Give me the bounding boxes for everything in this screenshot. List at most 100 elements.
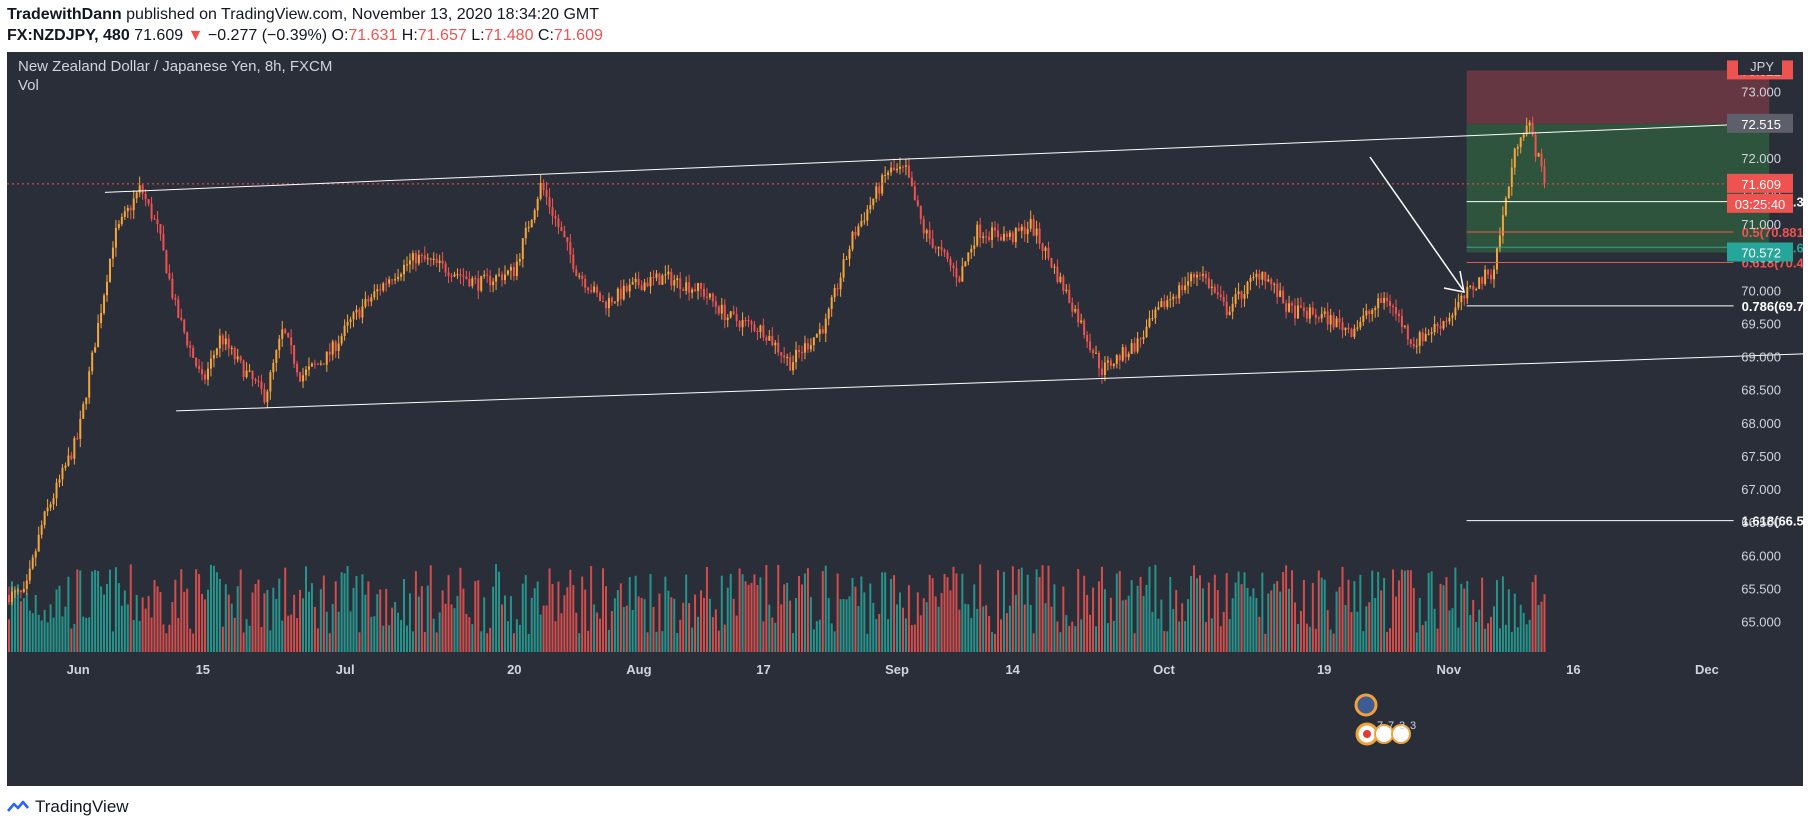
candle-body	[1412, 344, 1415, 347]
candle-body	[720, 304, 723, 314]
candle-body	[652, 276, 655, 278]
candle-body	[1403, 325, 1406, 327]
volume-bar	[58, 585, 61, 652]
time-tick-label: Aug	[626, 662, 651, 677]
candle-body	[405, 264, 408, 266]
candle-body	[952, 265, 955, 269]
price-tag-label: 71.609	[1741, 177, 1781, 192]
trend-line-upper[interactable]	[104, 122, 1779, 193]
volume-bar	[1498, 628, 1501, 652]
stop-loss-zone[interactable]	[1466, 70, 1770, 124]
candle-body	[224, 338, 227, 345]
volume-bar	[616, 589, 619, 652]
legend-vol: Vol	[18, 77, 39, 94]
volume-bar	[964, 603, 967, 652]
time-tick-label: 15	[196, 662, 210, 677]
candle-body	[212, 355, 215, 359]
volume-bar	[1231, 598, 1234, 652]
volume-bar	[738, 568, 741, 652]
candle-body	[334, 341, 337, 352]
chart-panel[interactable]: 0.382(71.341)0.5(70.881)0.559(70.651)0.6…	[7, 52, 1803, 786]
volume-bar	[325, 611, 328, 652]
volume-bar	[848, 596, 851, 652]
volume-bar	[836, 573, 839, 652]
candle-body	[860, 220, 863, 227]
candle-body	[809, 345, 812, 350]
candle-body	[691, 289, 694, 293]
volume-bar	[1397, 580, 1400, 652]
volume-bar	[578, 633, 581, 652]
candle-body	[1047, 247, 1050, 258]
candle-body	[245, 370, 248, 377]
volume-bar	[1112, 620, 1115, 652]
candle-body	[780, 352, 783, 356]
volume-bar	[55, 589, 58, 652]
author-name[interactable]: TradewithDann	[7, 6, 122, 23]
footer-brand[interactable]: TradingView	[35, 797, 129, 816]
event-badges[interactable]: 7 7 3 3	[1354, 693, 1416, 746]
volume-bar	[1190, 576, 1193, 652]
volume-bar	[1047, 565, 1050, 652]
candle-body	[391, 279, 394, 281]
volume-bar	[88, 617, 91, 652]
volume-bar	[198, 574, 201, 652]
volume-bar	[435, 632, 438, 652]
candle-body	[218, 335, 221, 349]
volume-bar	[1065, 615, 1068, 652]
volume-bar	[1291, 570, 1294, 652]
volume-bar	[1507, 589, 1510, 652]
volume-bar	[512, 633, 515, 652]
candle-body	[812, 337, 815, 346]
volume-bar	[370, 616, 373, 652]
volume-bar	[266, 589, 269, 652]
volume-bar	[331, 604, 334, 652]
candle-body	[322, 363, 325, 365]
candle-body	[358, 309, 361, 318]
candle-body	[1270, 279, 1273, 285]
volume-bar	[1151, 612, 1154, 652]
candle-body	[1537, 153, 1540, 157]
candle-body	[382, 283, 385, 291]
currency-badge[interactable]: JPY	[1738, 57, 1782, 75]
volume-bar	[1350, 612, 1353, 652]
price-change: −0.277 (−0.39%)	[207, 27, 328, 44]
event-icon[interactable]	[1391, 724, 1411, 744]
candle-body	[278, 338, 281, 351]
arrow-annotation[interactable]	[1369, 156, 1465, 293]
volume-bar	[1383, 577, 1386, 652]
price-chart[interactable]: 0.382(71.341)0.5(70.881)0.559(70.651)0.6…	[7, 52, 1803, 786]
candle-body	[1371, 309, 1374, 315]
candle-body	[79, 418, 82, 439]
candle-body	[1267, 279, 1270, 282]
volume-bar	[1332, 633, 1335, 652]
volume-bar	[1160, 599, 1163, 652]
volume-bar	[1320, 577, 1323, 652]
candle-body	[1495, 248, 1498, 270]
take-profit-zone[interactable]	[1466, 123, 1770, 253]
volume-bar	[1377, 571, 1380, 652]
volume-bar	[1534, 574, 1537, 652]
volume-bar	[287, 615, 290, 652]
volume-bar	[215, 572, 218, 652]
candle-body	[961, 266, 964, 282]
volume-bar	[943, 573, 946, 652]
volume-bar	[628, 577, 631, 652]
volume-bar	[806, 568, 809, 652]
candle-body	[215, 348, 218, 356]
candle-body	[138, 185, 141, 193]
volume-bar	[625, 605, 628, 652]
candle-body	[593, 286, 596, 292]
volume-bar	[602, 568, 604, 652]
nz-flag-icon[interactable]	[1354, 693, 1378, 717]
volume-bar	[979, 564, 982, 652]
candle-body	[186, 332, 189, 346]
candle-body	[607, 297, 610, 309]
volume-bar	[1225, 573, 1228, 652]
candle-body	[955, 268, 958, 278]
volume-bar	[610, 611, 613, 652]
candle-body	[1222, 296, 1225, 302]
candle-body	[581, 275, 584, 279]
candle-body	[453, 274, 456, 277]
candle-body	[1341, 322, 1344, 331]
trend-line-lower[interactable]	[176, 347, 1803, 412]
